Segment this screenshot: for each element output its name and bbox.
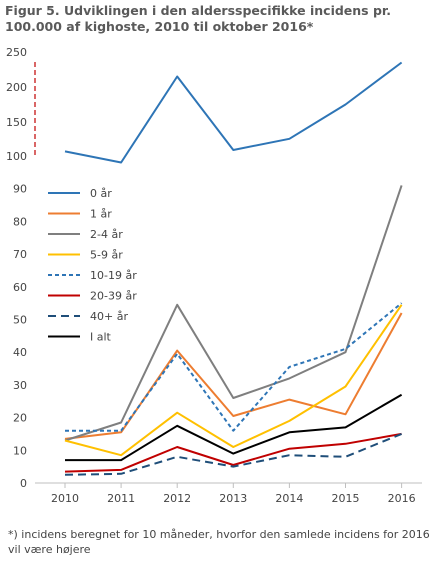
y-tick-label: 0 xyxy=(20,477,27,490)
y-tick-label: 20 xyxy=(13,412,27,425)
y-tick-label: 200 xyxy=(6,81,27,94)
legend: 0 år 1 år 2-4 år 5-9 år 10-19 år 20-39 år 40+ … xyxy=(48,187,137,344)
y-tick-label: 80 xyxy=(13,215,27,228)
y-tick-label: 70 xyxy=(13,248,27,261)
y-tick-label: 60 xyxy=(13,281,27,294)
series-line xyxy=(65,302,403,432)
x-tick-label: 2016 xyxy=(388,492,416,505)
y-tick-label: 100 xyxy=(6,150,27,163)
y-tick-label: 40 xyxy=(13,346,27,359)
y-tick-label: 250 xyxy=(6,46,27,59)
legend-label: I alt xyxy=(90,331,112,344)
y-tick-label: 90 xyxy=(13,183,27,196)
series-line xyxy=(64,185,403,442)
legend-label: 5-9 år xyxy=(90,249,123,262)
legend-label: 10-19 år xyxy=(90,269,137,282)
y-tick-label: 150 xyxy=(6,116,27,129)
chart-title: Figur 5. Udviklingen i den aldersspecifi… xyxy=(5,3,392,34)
legend-label: 20-39 år xyxy=(90,290,137,303)
legend-label: 1 år xyxy=(90,208,112,221)
y-tick-label: 50 xyxy=(13,314,27,327)
footnote: *) incidens beregnet for 10 måneder, hvo… xyxy=(8,528,430,556)
x-tick-label: 2010 xyxy=(51,492,79,505)
series-line xyxy=(64,432,402,473)
y-tick-label: 10 xyxy=(13,444,27,457)
axes: 0 10 20 30 40 50 60 70 80 90 100 150 200 250 2010 2011 2… xyxy=(6,46,422,505)
series-line xyxy=(65,393,403,462)
series-lines xyxy=(64,61,403,476)
series-line xyxy=(64,312,403,440)
x-tick-label: 2012 xyxy=(163,492,191,505)
series-line xyxy=(64,61,403,164)
line-chart: 0 10 20 30 40 50 60 70 80 90 100 150 200 250 2010 2011 2… xyxy=(6,46,422,505)
x-tick-label: 2014 xyxy=(275,492,303,505)
x-tick-label: 2011 xyxy=(107,492,135,505)
legend-label: 40+ år xyxy=(90,310,128,323)
y-tick-label: 30 xyxy=(13,379,27,392)
legend-label: 0 år xyxy=(90,187,112,200)
series-line xyxy=(64,432,402,476)
x-tick-label: 2015 xyxy=(332,492,360,505)
x-tick-label: 2013 xyxy=(219,492,247,505)
legend-label: 2-4 år xyxy=(90,228,123,241)
series-line xyxy=(64,304,403,457)
